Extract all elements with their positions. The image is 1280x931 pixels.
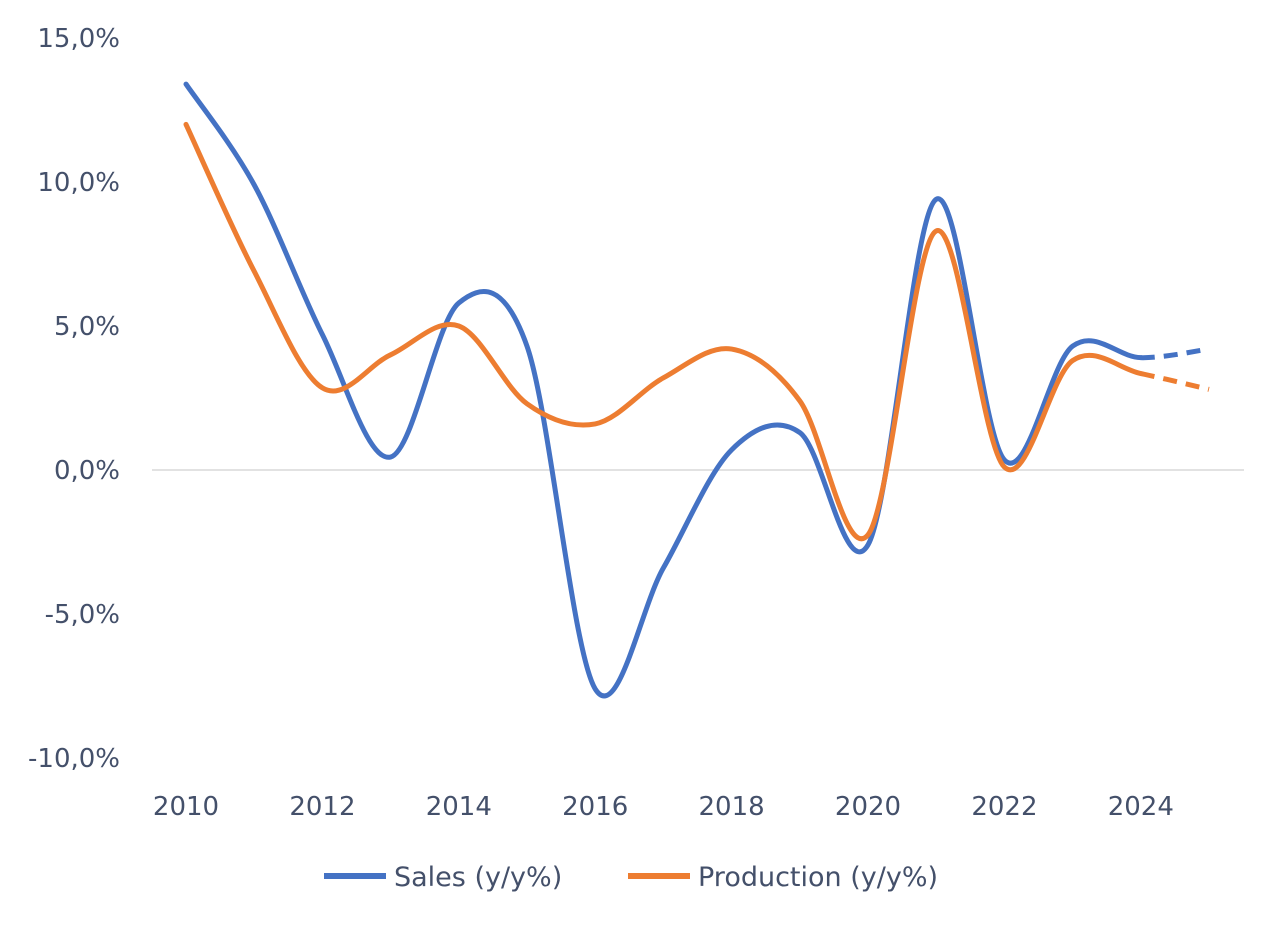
legend: Sales (y/y%) Production (y/y%) [324, 862, 938, 893]
x-axis: 2010 2012 2014 2016 2018 2020 2022 2024 [153, 792, 1174, 822]
x-tick-label: 2016 [562, 792, 628, 822]
y-tick-label: -10,0% [28, 744, 120, 774]
series-line [183, 81, 1144, 699]
x-tick-label: 2020 [835, 792, 901, 822]
legend-label: Production (y/y%) [698, 862, 938, 893]
series-lines [183, 81, 1210, 699]
y-tick-label: 0,0% [54, 456, 120, 486]
y-tick-label: 15,0% [37, 24, 120, 54]
x-tick-label: 2022 [971, 792, 1037, 822]
y-axis: 15,0% 10,0% 5,0% 0,0% -5,0% -10,0% [28, 24, 120, 774]
series-forecast-line [1140, 346, 1210, 361]
x-tick-label: 2018 [699, 792, 765, 822]
legend-label: Sales (y/y%) [394, 862, 562, 893]
x-tick-label: 2024 [1108, 792, 1174, 822]
y-tick-label: -5,0% [45, 600, 120, 630]
x-tick-label: 2012 [289, 792, 355, 822]
series-forecast-line [1140, 371, 1210, 392]
y-tick-label: 5,0% [54, 312, 120, 342]
series-line [183, 121, 1144, 541]
y-tick-label: 10,0% [37, 168, 120, 198]
x-tick-label: 2014 [426, 792, 492, 822]
x-tick-label: 2010 [153, 792, 219, 822]
